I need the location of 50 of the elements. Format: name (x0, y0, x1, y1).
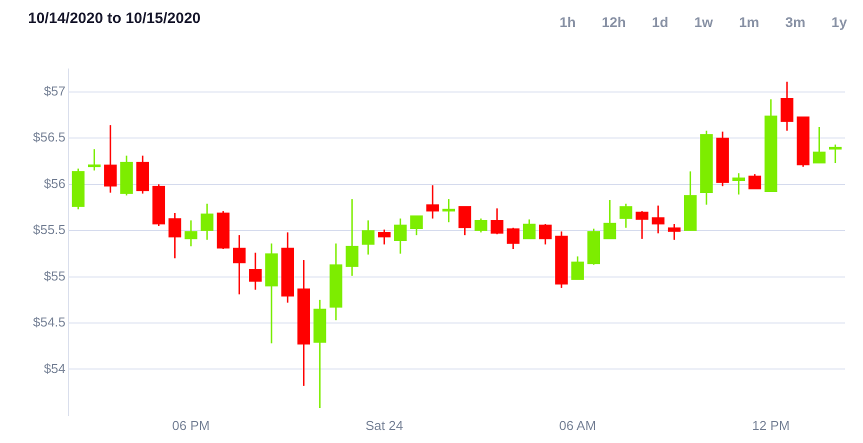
candlestick (571, 256, 584, 280)
candlestick (394, 218, 407, 254)
candlestick (732, 172, 746, 196)
candlestick (748, 173, 762, 190)
x-tick-label: 12 PM (752, 418, 790, 433)
candlestick (474, 218, 488, 234)
candlestick (378, 228, 391, 246)
candlestick (232, 234, 246, 296)
candlestick (458, 206, 472, 236)
y-tick-label: $55 (44, 268, 66, 284)
candlestick (780, 80, 794, 132)
text: 3m (784, 13, 806, 32)
candlestick (426, 184, 439, 220)
text: 1w (693, 13, 714, 32)
candlestick (104, 124, 117, 194)
candlestick (410, 215, 423, 236)
candlestick (522, 218, 536, 240)
candlestick (362, 220, 374, 256)
candlestick (812, 126, 826, 164)
candlestick (88, 148, 101, 172)
candlestick (168, 212, 182, 260)
candlestick (829, 144, 842, 164)
y-tick-label: $56.5 (32, 130, 66, 145)
candlestick (442, 198, 456, 223)
y-tick-label: $55.5 (32, 222, 66, 238)
text: 1y (830, 13, 848, 32)
text: 1d (650, 13, 670, 32)
x-tick-label: 06 PM (172, 418, 210, 433)
text: 12h (600, 13, 627, 32)
x-tick-label: Sat 24 (365, 418, 404, 433)
candlestick (603, 199, 616, 240)
candlestick (490, 208, 504, 235)
candlestick (346, 198, 358, 277)
x-tick-label: 06 AM (559, 418, 596, 433)
candlestick (506, 227, 520, 250)
candlestick (184, 220, 198, 248)
y-tick-label: $57 (44, 83, 66, 98)
candlestick (200, 202, 214, 241)
text: 1m (738, 13, 760, 32)
text: 1h (558, 13, 577, 32)
candlestick (668, 223, 681, 241)
candlestick (636, 210, 648, 240)
y-tick-label: $54.5 (32, 314, 66, 330)
y-tick-label: $56 (44, 176, 66, 191)
candlestick (620, 202, 632, 229)
candlestick (249, 252, 262, 290)
y-tick-label: $54 (44, 360, 66, 376)
candlestick (539, 223, 552, 246)
candlestick (652, 204, 664, 234)
chart-title: 10/14/2020 to 10/15/2020 (28, 10, 201, 27)
